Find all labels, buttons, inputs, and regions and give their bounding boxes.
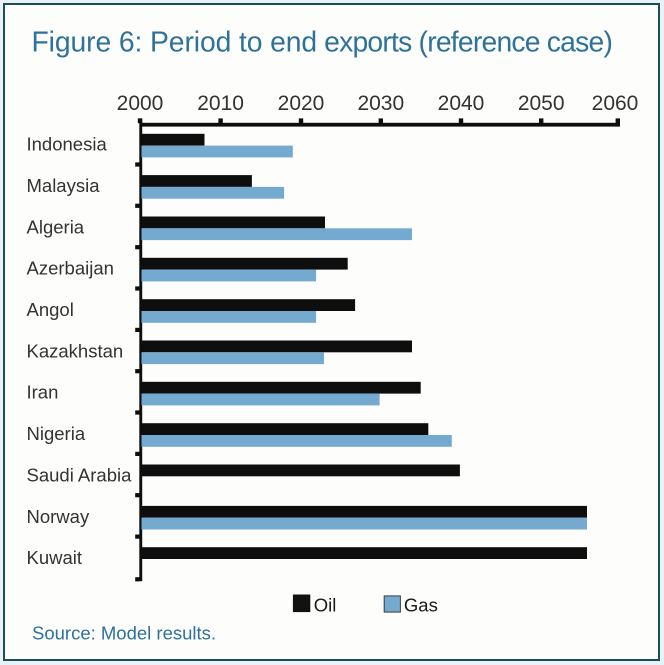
svg-text:2020: 2020 bbox=[278, 92, 325, 115]
svg-text:Figure 6: Period to end export: Figure 6: Period to end exports (referen… bbox=[32, 26, 613, 58]
svg-text:2060: 2060 bbox=[592, 92, 639, 115]
svg-text:Oil: Oil bbox=[314, 594, 337, 615]
svg-text:Gas: Gas bbox=[404, 594, 438, 615]
svg-text:Source: Model results.: Source: Model results. bbox=[32, 623, 216, 644]
svg-text:2000: 2000 bbox=[117, 92, 164, 115]
svg-text:2040: 2040 bbox=[438, 92, 485, 115]
svg-text:Norway: Norway bbox=[27, 506, 90, 527]
svg-text:Algeria: Algeria bbox=[27, 216, 85, 237]
svg-text:Kuwait: Kuwait bbox=[27, 547, 83, 568]
svg-text:Azerbaijan: Azerbaijan bbox=[27, 258, 114, 279]
svg-text:Kazakhstan: Kazakhstan bbox=[27, 340, 124, 361]
svg-text:Iran: Iran bbox=[27, 382, 59, 403]
svg-text:Nigeria: Nigeria bbox=[27, 423, 86, 444]
svg-text:Saudi Arabia: Saudi Arabia bbox=[27, 464, 133, 485]
svg-text:Indonesia: Indonesia bbox=[27, 134, 108, 155]
svg-text:2030: 2030 bbox=[357, 92, 404, 115]
svg-text:2010: 2010 bbox=[197, 92, 244, 115]
svg-text:2050: 2050 bbox=[518, 92, 565, 115]
svg-text:Angol: Angol bbox=[27, 299, 74, 320]
svg-text:Malaysia: Malaysia bbox=[27, 175, 101, 196]
